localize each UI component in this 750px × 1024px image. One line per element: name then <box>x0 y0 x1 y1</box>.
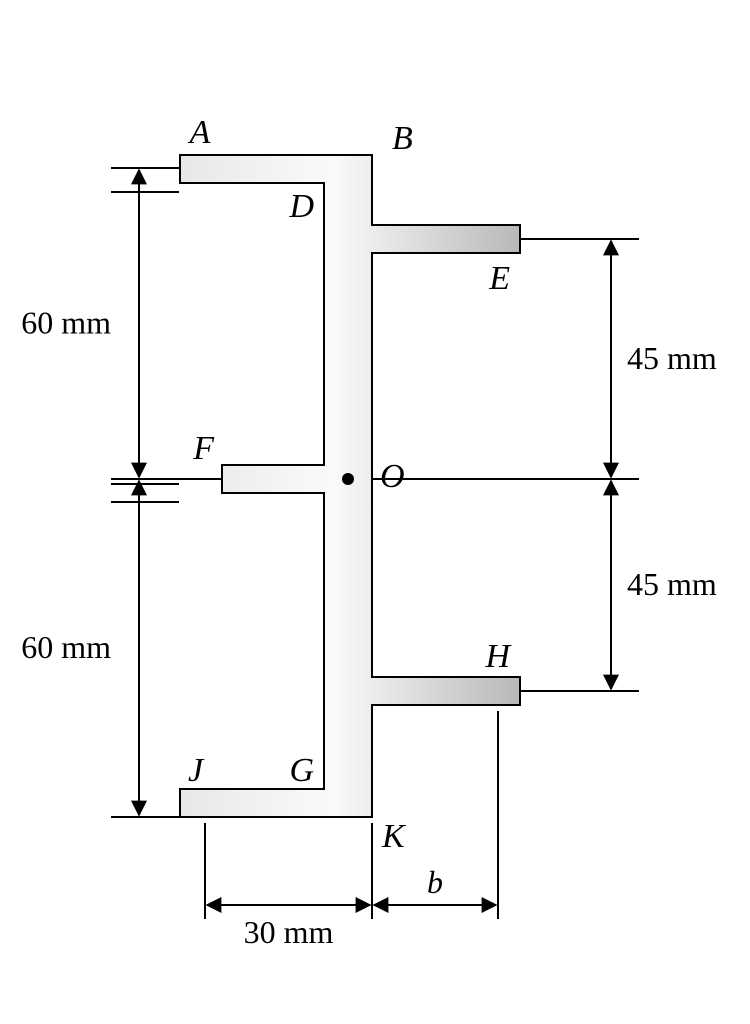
cross-section-outline <box>180 155 520 817</box>
label-F: F <box>192 430 215 467</box>
label-D: D <box>288 188 314 225</box>
dim-bottom-30-label: 30 mm <box>244 914 334 950</box>
label-K: K <box>381 818 407 855</box>
dim-bottom-b-label: b <box>427 864 443 900</box>
dim-left-lower-label: 60 mm <box>21 629 111 665</box>
label-O: O <box>380 458 405 495</box>
dim-right-lower-label: 45 mm <box>627 566 717 602</box>
centroid-point <box>342 473 354 485</box>
label-J: J <box>188 752 205 789</box>
label-E: E <box>488 260 510 297</box>
label-A: A <box>188 114 211 151</box>
dim-right-upper-label: 45 mm <box>627 340 717 376</box>
label-B: B <box>392 120 413 157</box>
label-H: H <box>484 638 512 675</box>
label-G: G <box>289 752 314 789</box>
dim-left-upper-label: 60 mm <box>21 305 111 341</box>
